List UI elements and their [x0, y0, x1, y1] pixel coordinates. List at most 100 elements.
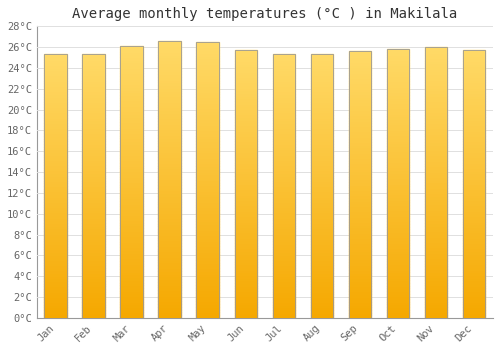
- Bar: [348, 294, 372, 296]
- Bar: [234, 112, 258, 114]
- Bar: [272, 215, 295, 218]
- Bar: [44, 76, 67, 78]
- Bar: [234, 254, 258, 256]
- Bar: [120, 68, 144, 71]
- Bar: [348, 113, 372, 115]
- Bar: [348, 273, 372, 275]
- Bar: [424, 85, 448, 88]
- Bar: [386, 167, 409, 170]
- Bar: [120, 182, 144, 185]
- Bar: [82, 62, 105, 65]
- Bar: [462, 141, 485, 144]
- Bar: [44, 286, 67, 289]
- Bar: [234, 200, 258, 203]
- Bar: [158, 290, 182, 293]
- Bar: [348, 155, 372, 158]
- Bar: [462, 56, 485, 58]
- Bar: [120, 163, 144, 166]
- Bar: [386, 138, 409, 141]
- Bar: [310, 120, 334, 123]
- Bar: [44, 104, 67, 107]
- Bar: [348, 105, 372, 107]
- Bar: [386, 124, 409, 127]
- Bar: [82, 297, 105, 299]
- Bar: [272, 292, 295, 294]
- Bar: [44, 126, 67, 128]
- Bar: [196, 188, 220, 191]
- Bar: [272, 294, 295, 297]
- Bar: [348, 174, 372, 176]
- Bar: [44, 178, 67, 181]
- Bar: [272, 244, 295, 247]
- Bar: [424, 126, 448, 128]
- Bar: [82, 271, 105, 273]
- Bar: [44, 233, 67, 236]
- Bar: [82, 118, 105, 120]
- Bar: [424, 204, 448, 207]
- Bar: [234, 208, 258, 211]
- Bar: [120, 108, 144, 111]
- Bar: [424, 128, 448, 131]
- Bar: [462, 291, 485, 294]
- Bar: [82, 204, 105, 207]
- Bar: [272, 120, 295, 123]
- Bar: [196, 299, 220, 301]
- Bar: [158, 141, 182, 144]
- Bar: [462, 131, 485, 133]
- Bar: [82, 239, 105, 241]
- Bar: [234, 235, 258, 238]
- Bar: [462, 171, 485, 173]
- Bar: [196, 271, 220, 274]
- Bar: [386, 95, 409, 98]
- Bar: [82, 54, 105, 57]
- Bar: [386, 175, 409, 178]
- Bar: [120, 158, 144, 160]
- Bar: [158, 138, 182, 141]
- Bar: [386, 237, 409, 240]
- Bar: [234, 109, 258, 112]
- Bar: [158, 166, 182, 168]
- Bar: [424, 82, 448, 85]
- Bar: [158, 296, 182, 299]
- Bar: [348, 163, 372, 166]
- Bar: [348, 67, 372, 70]
- Bar: [424, 145, 448, 147]
- Bar: [120, 310, 144, 313]
- Bar: [196, 191, 220, 194]
- Bar: [348, 131, 372, 134]
- Bar: [196, 279, 220, 282]
- Bar: [158, 221, 182, 224]
- Bar: [44, 302, 67, 305]
- Bar: [462, 211, 485, 214]
- Bar: [158, 55, 182, 57]
- Bar: [234, 136, 258, 139]
- Bar: [82, 152, 105, 154]
- Bar: [82, 286, 105, 289]
- Bar: [234, 187, 258, 189]
- Bar: [424, 63, 448, 66]
- Bar: [120, 204, 144, 206]
- Bar: [424, 123, 448, 126]
- Bar: [310, 76, 334, 78]
- Bar: [158, 82, 182, 85]
- Bar: [196, 240, 220, 243]
- Bar: [424, 147, 448, 150]
- Bar: [82, 215, 105, 218]
- Bar: [82, 107, 105, 110]
- Bar: [234, 227, 258, 230]
- Bar: [424, 291, 448, 294]
- Bar: [158, 307, 182, 309]
- Bar: [120, 95, 144, 98]
- Bar: [310, 54, 334, 57]
- Bar: [82, 265, 105, 268]
- Bar: [462, 139, 485, 141]
- Bar: [82, 231, 105, 233]
- Bar: [234, 157, 258, 160]
- Bar: [310, 178, 334, 181]
- Bar: [424, 110, 448, 112]
- Bar: [120, 245, 144, 247]
- Bar: [82, 305, 105, 307]
- Bar: [82, 73, 105, 76]
- Bar: [196, 312, 220, 315]
- Bar: [158, 152, 182, 154]
